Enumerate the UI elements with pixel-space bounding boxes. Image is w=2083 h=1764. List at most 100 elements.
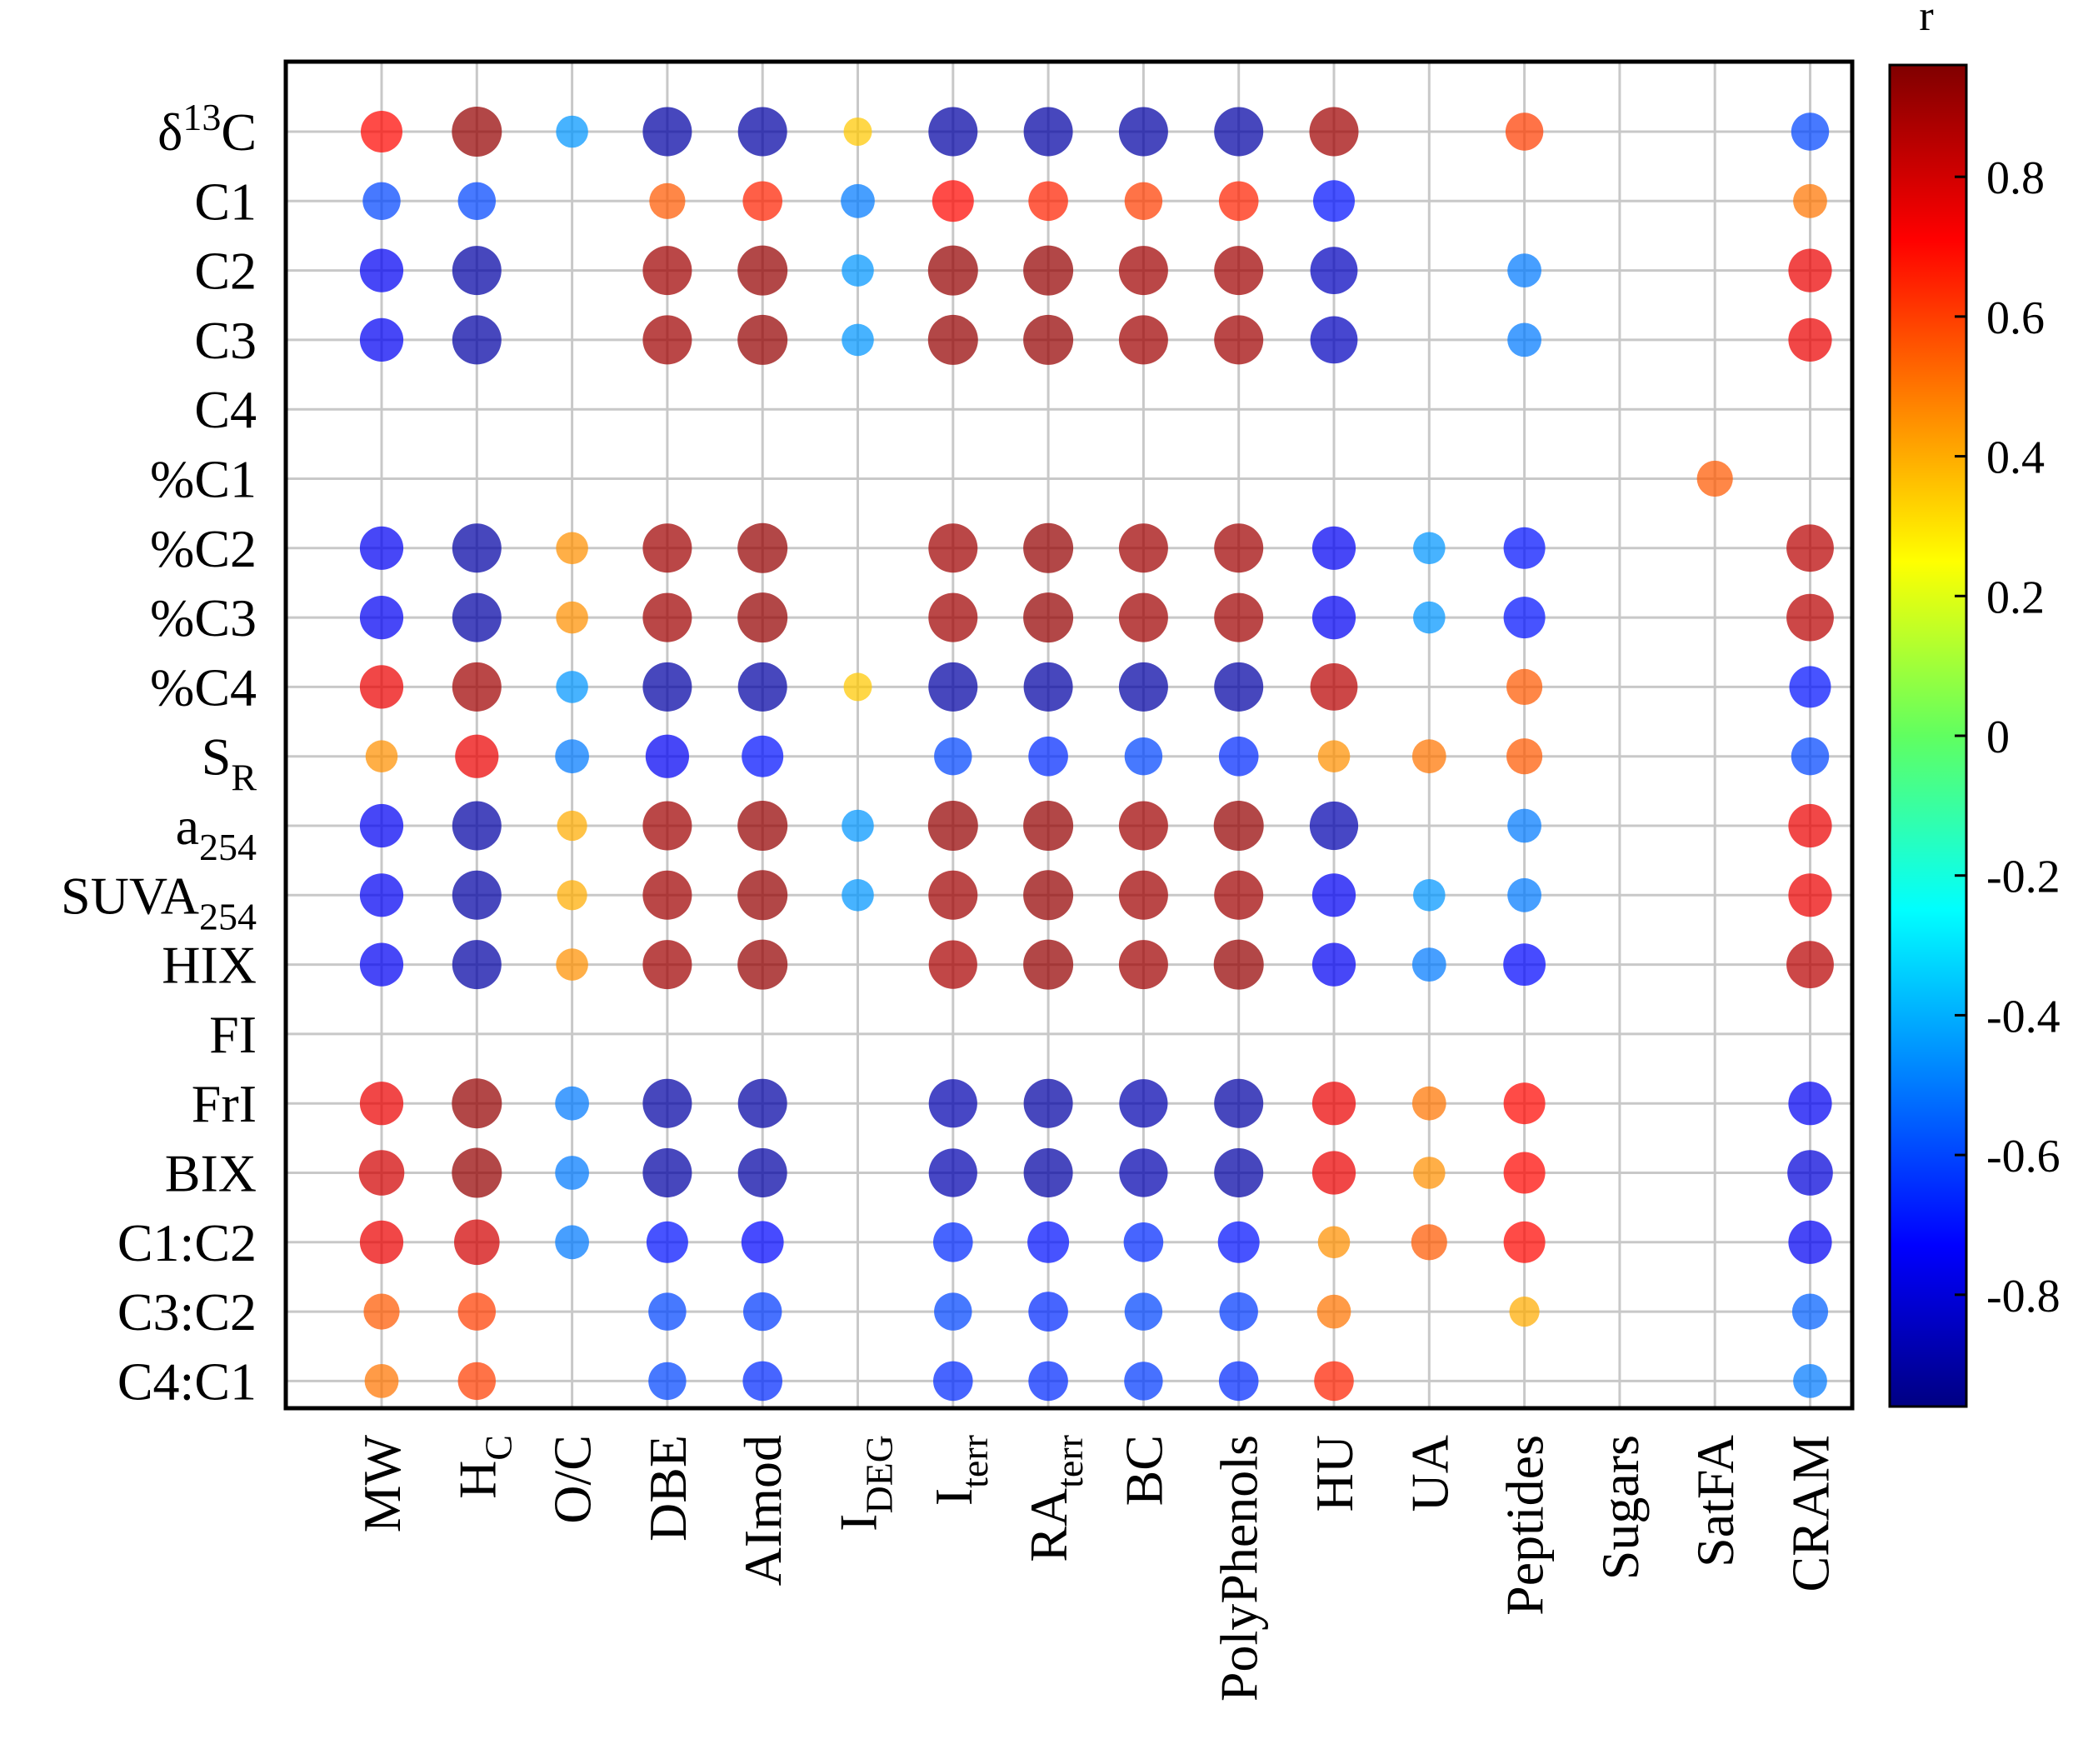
row-label-10: a254 — [176, 797, 257, 868]
bubble-r0-c1 — [452, 107, 502, 157]
bubble-r15-c9 — [1214, 1148, 1264, 1197]
bubble-r9-c2 — [555, 739, 589, 774]
bubble-r9-c4 — [742, 735, 784, 777]
bubble-r12-c1 — [452, 940, 502, 990]
bubble-r9-c9 — [1218, 736, 1259, 777]
bubble-r17-c10 — [1316, 1294, 1351, 1329]
bubble-r0-c5 — [843, 117, 872, 146]
row-label-18: C4:C1 — [117, 1352, 257, 1411]
bubble-r17-c7 — [1028, 1292, 1068, 1332]
bubble-r11-c9 — [1214, 870, 1264, 920]
column-label-11: UA — [1400, 1435, 1459, 1512]
bubble-r2-c5 — [842, 254, 874, 287]
bubble-r12-c10 — [1311, 942, 1356, 987]
colorbar-tick-label-8: -0.8 — [1986, 1271, 2061, 1322]
bubble-r7-c15 — [1786, 593, 1834, 642]
bubble-r3-c8 — [1118, 315, 1168, 365]
bubble-r11-c4 — [737, 870, 788, 921]
bubble-r14-c11 — [1411, 1086, 1446, 1121]
bubble-r11-c2 — [557, 880, 587, 911]
bubble-r11-c11 — [1413, 879, 1446, 912]
bubble-r16-c1 — [454, 1219, 500, 1266]
bubble-r16-c7 — [1027, 1221, 1070, 1263]
bubble-r9-c15 — [1791, 737, 1830, 776]
bubble-r11-c10 — [1311, 873, 1356, 917]
colorbar-tick-label-2: 0.4 — [1986, 432, 2045, 484]
row-label-14: FrI — [192, 1074, 257, 1133]
bubble-r8-c2 — [556, 671, 588, 703]
bubble-r14-c6 — [928, 1079, 977, 1128]
bubble-r1-c5 — [841, 183, 875, 218]
bubble-r18-c6 — [933, 1361, 973, 1402]
bubble-r6-c3 — [642, 523, 692, 573]
bubble-r2-c9 — [1214, 246, 1264, 296]
bubble-r3-c10 — [1310, 316, 1358, 364]
colorbar: r 0.8 0.6 0.4 0.2 0 -0.2 -0.4 -0.6 -0.8 — [1888, 0, 2061, 1408]
bubble-r7-c1 — [452, 592, 502, 642]
bubble-r6-c12 — [1503, 527, 1546, 569]
bubble-r9-c0 — [365, 740, 398, 772]
bubble-r14-c8 — [1119, 1079, 1168, 1128]
bubble-r8-c10 — [1310, 663, 1358, 711]
colorbar-title: r — [1919, 0, 1933, 40]
bubble-r15-c0 — [358, 1150, 405, 1196]
bubble-r18-c9 — [1218, 1361, 1259, 1402]
bubble-r18-c0 — [364, 1364, 399, 1398]
bubble-r1-c7 — [1028, 181, 1068, 222]
bubble-r16-c4 — [741, 1221, 784, 1264]
bubble-r1-c0 — [362, 182, 401, 220]
row-label-3: C3 — [194, 311, 257, 370]
bubble-r9-c6 — [934, 737, 972, 776]
bubble-r9-c8 — [1124, 737, 1163, 776]
column-label-14: SatFA — [1686, 1435, 1745, 1567]
bubble-r16-c3 — [646, 1221, 688, 1263]
bubble-r9-c3 — [645, 734, 690, 778]
bubble-r0-c8 — [1118, 107, 1168, 157]
bubble-r9-c1 — [455, 734, 499, 778]
bubble-r5-c14 — [1696, 460, 1733, 497]
bubble-r6-c4 — [737, 522, 788, 573]
bubble-r15-c8 — [1119, 1148, 1168, 1197]
column-label-7: RAterr — [1019, 1435, 1091, 1562]
bubble-r15-c1 — [452, 1147, 502, 1198]
row-label-4: C4 — [194, 380, 257, 439]
column-label-15: CRAM — [1781, 1435, 1841, 1592]
bubble-r0-c2 — [556, 115, 588, 148]
bubble-r16-c9 — [1217, 1221, 1260, 1263]
bubble-r15-c4 — [737, 1148, 787, 1197]
bubble-r17-c1 — [457, 1292, 496, 1331]
bubble-r7-c2 — [556, 601, 588, 634]
bubble-r2-c1 — [452, 246, 502, 296]
column-label-9: PolyPhenols — [1210, 1435, 1269, 1702]
column-label-2: O/C — [543, 1435, 602, 1524]
bubble-r15-c6 — [928, 1148, 977, 1197]
bubble-r16-c0 — [359, 1220, 404, 1264]
bubble-r9-c10 — [1317, 740, 1351, 772]
bubble-r2-c6 — [927, 245, 978, 296]
bubble-r3-c3 — [642, 315, 692, 365]
bubble-r3-c6 — [927, 314, 978, 365]
bubble-r16-c6 — [933, 1222, 973, 1262]
column-labels: MW HC O/C DBE AImod IDEG Iterr RAterr BC PolyPhen… — [352, 1434, 1841, 1702]
row-labels: δ13C C1 C2 C3 C4 %C1 %C2 %C3 %C4 SRa254SUVA254HIX… — [61, 96, 257, 1411]
plot-frame — [283, 59, 1855, 1411]
bubble-r11-c5 — [842, 879, 874, 912]
column-label-5: IDEG — [829, 1435, 901, 1532]
bubble-r11-c3 — [642, 870, 692, 920]
bubble-r14-c0 — [359, 1082, 404, 1126]
bubble-r6-c8 — [1118, 523, 1168, 573]
bubble-r6-c1 — [452, 523, 502, 573]
bubble-r11-c15 — [1788, 873, 1832, 917]
colorbar-tick-label-1: 0.6 — [1986, 292, 2045, 344]
bubble-r0-c3 — [642, 107, 692, 157]
bubble-r8-c9 — [1214, 662, 1264, 712]
row-label-7: %C3 — [150, 588, 257, 647]
bubble-r7-c3 — [642, 592, 692, 642]
bubble-r12-c11 — [1411, 947, 1446, 982]
bubble-r3-c4 — [737, 314, 788, 365]
column-label-3: DBE — [638, 1435, 697, 1542]
bubble-r17-c6 — [934, 1292, 972, 1331]
bubble-r0-c7 — [1023, 107, 1073, 157]
bubble-r16-c10 — [1317, 1226, 1351, 1259]
